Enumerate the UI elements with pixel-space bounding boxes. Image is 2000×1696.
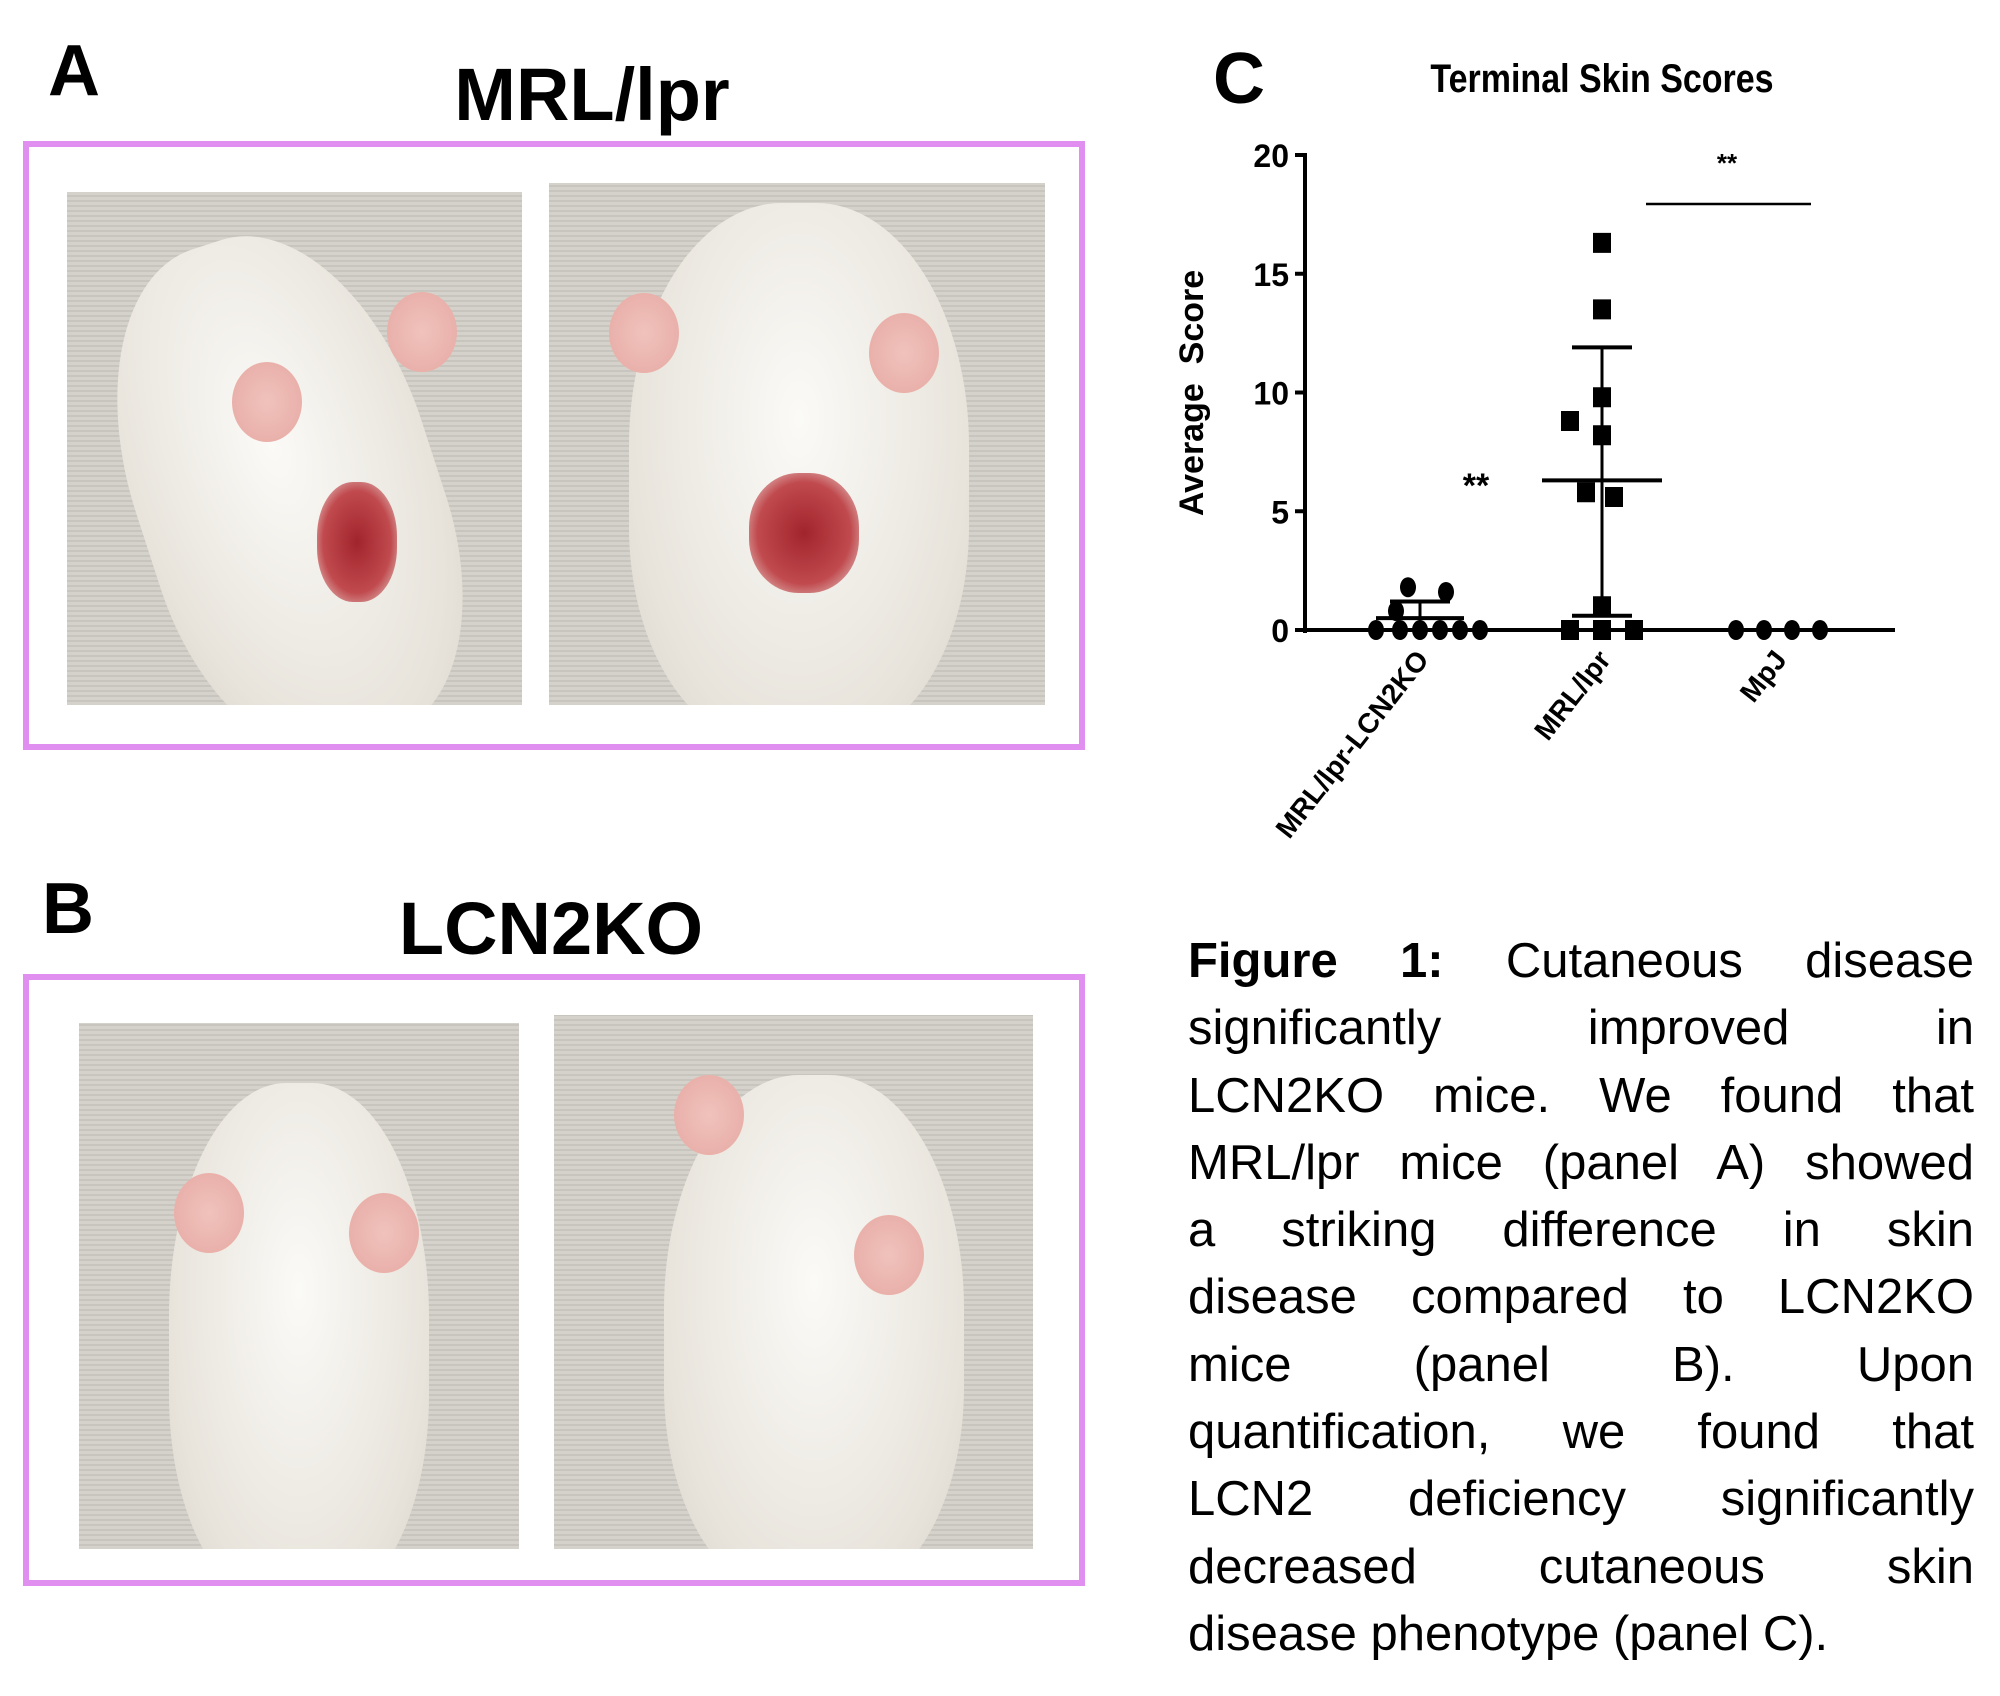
panel-c-letter: C [1213,39,1265,119]
data-point-circle [1438,582,1454,602]
figure-caption: Figure 1: Cutaneous disease significantly… [1188,928,1974,1668]
data-point-square [1593,620,1611,640]
data-point-square [1561,620,1579,640]
y-tick-label: 0 [1271,613,1289,649]
data-point-square [1593,232,1611,253]
panel-b-title: LCN2KO [398,887,704,970]
data-point-circle [1784,620,1800,640]
x-tick-label: MRL/lpr-LCN2KO [1270,645,1435,844]
panel-b-frame [23,974,1085,1586]
data-point-square [1593,299,1611,320]
data-point-circle [1728,620,1744,640]
mrl-lpr-mouse-photo-1 [67,192,522,705]
y-tick-label: 20 [1253,138,1289,174]
caption-line: MRL/lpr mice (panel A) showed [1188,1135,1974,1190]
caption-line: Figure 1: Cutaneous disease [1188,928,1974,995]
data-point-circle [1812,620,1828,640]
panel-b-letter: B [42,869,94,949]
caption-line: LCN2 deficiency significantly [1188,1472,1974,1527]
data-point-square [1577,482,1595,503]
lcn2ko-mouse-photo-2 [554,1015,1033,1549]
data-point-square [1625,620,1643,640]
y-tick-label: 10 [1253,376,1289,412]
data-point-circle [1756,620,1772,640]
x-tick-label: MRL/lpr [1528,645,1617,746]
caption-line: quantification, we found that [1188,1405,1974,1460]
data-point-circle [1368,620,1384,640]
caption-line: disease phenotype (panel C). [1188,1606,1829,1661]
caption-line: a striking difference in skin [1188,1203,1974,1258]
caption-line: disease compared to LCN2KO [1188,1270,1974,1325]
data-point-circle [1400,577,1416,598]
panel-a-frame [23,141,1085,750]
significance-stars: ** [1463,467,1490,505]
chart-title: Terminal Skin Scores [1430,55,1773,100]
mrl-lpr-mouse-photo-2 [549,183,1045,705]
data-point-circle [1452,620,1468,640]
caption-line: mice (panel B). Upon [1188,1337,1974,1392]
caption-text: Cutaneous disease [1443,934,1974,988]
data-point-square [1561,411,1579,431]
y-tick-label: 15 [1253,257,1289,293]
panel-a-letter: A [48,31,100,111]
caption-figure-label: Figure 1: [1188,934,1444,988]
x-tick-label: MpJ [1734,645,1793,708]
y-axis-label: Average Score [1173,270,1211,516]
panel-a-title: MRL/lpr [454,53,730,136]
skin-score-chart: Terminal Skin Scores Average Score 0 5 10 1… [1173,55,1895,844]
caption-line: LCN2KO mice. We found that [1188,1068,1974,1123]
caption-line: decreased cutaneous skin [1188,1539,1974,1594]
y-tick-label: 5 [1271,494,1289,530]
caption-line: significantly improved in [1188,1001,1974,1056]
data-point-square [1605,487,1623,507]
data-point-circle [1388,601,1404,621]
data-point-circle [1472,620,1488,640]
lcn2ko-mouse-photo-1 [79,1023,519,1549]
significance-stars: ** [1717,148,1738,178]
